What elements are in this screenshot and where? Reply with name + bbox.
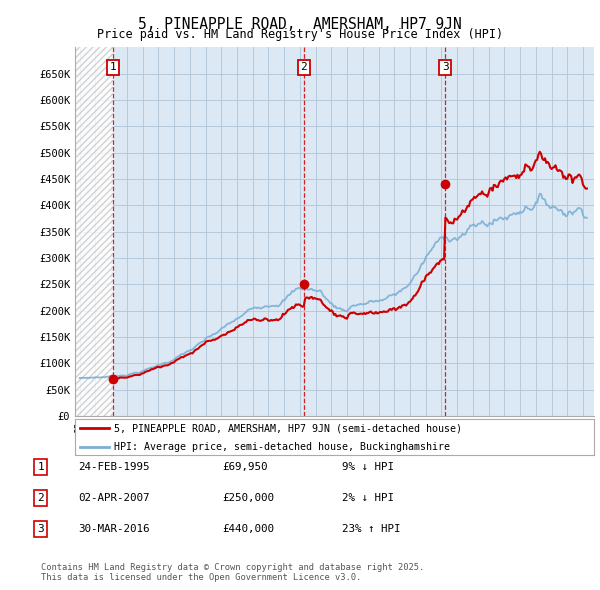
Text: 24-FEB-1995: 24-FEB-1995 bbox=[78, 463, 149, 472]
Text: £250,000: £250,000 bbox=[222, 493, 274, 503]
Text: 2: 2 bbox=[301, 63, 307, 73]
Bar bbox=[75, 47, 113, 416]
Text: 30-MAR-2016: 30-MAR-2016 bbox=[78, 524, 149, 533]
Text: 3: 3 bbox=[442, 63, 449, 73]
Text: £69,950: £69,950 bbox=[222, 463, 268, 472]
Text: 2: 2 bbox=[37, 493, 44, 503]
Text: 23% ↑ HPI: 23% ↑ HPI bbox=[342, 524, 401, 533]
Text: 3: 3 bbox=[37, 524, 44, 533]
Text: HPI: Average price, semi-detached house, Buckinghamshire: HPI: Average price, semi-detached house,… bbox=[114, 442, 450, 453]
Text: 1: 1 bbox=[37, 463, 44, 472]
Text: 2% ↓ HPI: 2% ↓ HPI bbox=[342, 493, 394, 503]
Text: 1: 1 bbox=[110, 63, 116, 73]
Text: 02-APR-2007: 02-APR-2007 bbox=[78, 493, 149, 503]
Text: 9% ↓ HPI: 9% ↓ HPI bbox=[342, 463, 394, 472]
Text: 5, PINEAPPLE ROAD,  AMERSHAM, HP7 9JN: 5, PINEAPPLE ROAD, AMERSHAM, HP7 9JN bbox=[138, 17, 462, 31]
Bar bbox=[75, 47, 113, 416]
Text: 5, PINEAPPLE ROAD, AMERSHAM, HP7 9JN (semi-detached house): 5, PINEAPPLE ROAD, AMERSHAM, HP7 9JN (se… bbox=[114, 423, 462, 433]
Text: £440,000: £440,000 bbox=[222, 524, 274, 533]
Text: Contains HM Land Registry data © Crown copyright and database right 2025.
This d: Contains HM Land Registry data © Crown c… bbox=[41, 563, 424, 582]
Text: Price paid vs. HM Land Registry's House Price Index (HPI): Price paid vs. HM Land Registry's House … bbox=[97, 28, 503, 41]
